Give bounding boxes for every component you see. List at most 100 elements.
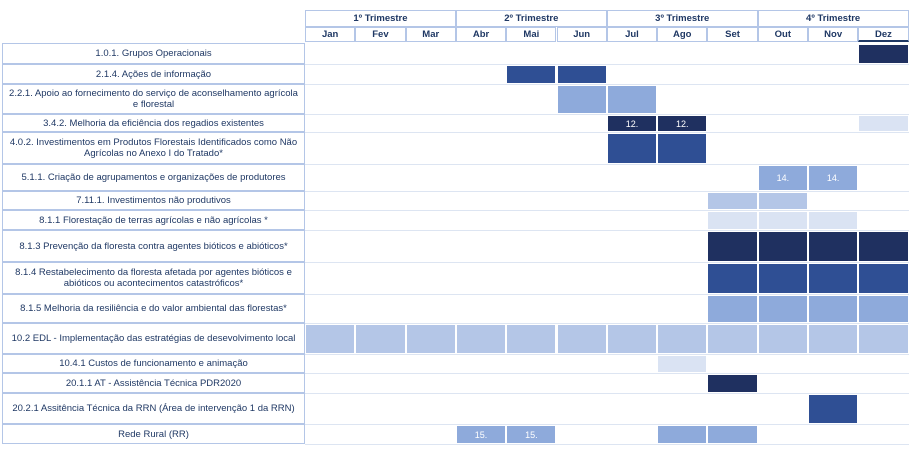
schedule-cell-note: 12.: [675, 118, 689, 129]
activity-label: 20.1.1 AT - Assistência Técnica PDR2020: [2, 373, 305, 393]
schedule-cell-note: 15.: [525, 429, 538, 440]
schedule-cell: [808, 211, 859, 230]
row-divider: [305, 262, 909, 263]
schedule-cell: 15.: [506, 425, 557, 444]
activity-label: 8.1.1 Florestação de terras agrícolas e …: [2, 210, 305, 230]
schedule-cell: [506, 324, 557, 354]
schedule-cell: [657, 355, 708, 373]
schedule-cell: [757, 192, 808, 210]
schedule-cell: [757, 263, 808, 294]
month-header: Out: [757, 27, 808, 42]
activity-label: 10.2 EDL - Implementação das estratégias…: [2, 323, 305, 354]
schedule-cell: [455, 324, 507, 354]
activity-label: 10.4.1 Custos de funcionamento e animaçã…: [2, 354, 305, 373]
schedule-cell: [556, 85, 607, 114]
schedule-cell: [858, 44, 909, 64]
schedule-cell: [606, 133, 658, 164]
schedule-cell: [858, 231, 909, 262]
schedule-cell: [858, 263, 909, 294]
schedule-cell: [707, 263, 758, 294]
schedule-cell: [808, 263, 859, 294]
schedule-cell: [707, 425, 758, 444]
schedule-cell: [808, 295, 859, 323]
quarter-header: 2º Trimestre: [455, 10, 607, 27]
schedule-cell: [858, 115, 909, 132]
schedule-cell: [808, 324, 859, 354]
activity-label: 5.1.1. Criação de agrupamentos e organiz…: [2, 164, 305, 191]
schedule-cell: [757, 295, 808, 323]
schedule-cell: [657, 425, 708, 444]
row-divider: [305, 424, 909, 425]
quarter-header: 1º Trimestre: [305, 10, 456, 27]
activity-label: 2.2.1. Apoio ao fornecimento do serviço …: [2, 84, 305, 114]
row-divider: [305, 132, 909, 133]
month-header: Nov: [808, 27, 859, 42]
row-divider: [305, 294, 909, 295]
schedule-cell: [858, 324, 909, 354]
row-divider: [305, 444, 909, 445]
schedule-cell: 12.: [657, 115, 708, 132]
row-divider: [305, 164, 909, 165]
quarter-header: 3º Trimestre: [606, 10, 758, 27]
activity-label: 1.0.1. Grupos Operacionais: [2, 43, 305, 64]
row-divider: [305, 354, 909, 355]
activity-label: 4.0.2. Investimentos em Produtos Florest…: [2, 132, 305, 164]
row-divider: [305, 230, 909, 231]
month-header: Jun: [556, 27, 607, 42]
month-header: Jul: [606, 27, 658, 42]
schedule-cell: [707, 324, 758, 354]
month-header: Fev: [355, 27, 406, 42]
schedule-cell: [355, 324, 406, 354]
schedule-cell: [707, 295, 758, 323]
row-divider: [305, 64, 909, 65]
schedule-cell: 15.: [455, 425, 507, 444]
activity-label: 20.2.1 Assitência Técnica da RRN (Área d…: [2, 393, 305, 424]
schedule-cell-note: 15.: [474, 429, 488, 440]
month-header: Dez: [858, 27, 909, 42]
row-divider: [305, 191, 909, 192]
activity-label: 3.4.2. Melhoria da eficiência dos regadi…: [2, 114, 305, 132]
schedule-cell: [858, 295, 909, 323]
schedule-cell: 12.: [606, 115, 658, 132]
month-header: Set: [707, 27, 758, 42]
schedule-cell: [556, 65, 607, 84]
schedule-cell: [405, 324, 456, 354]
schedule-cell: [305, 324, 356, 354]
schedule-cell: [757, 211, 808, 230]
month-header: Mai: [506, 27, 557, 42]
activity-label: 7.11.1. Investimentos não produtivos: [2, 191, 305, 210]
row-divider: [305, 373, 909, 374]
schedule-cell: [707, 231, 758, 262]
schedule-cell: [757, 324, 808, 354]
schedule-cell: 14.: [808, 165, 859, 191]
schedule-cell: [808, 231, 859, 262]
month-header: Mar: [405, 27, 456, 42]
row-divider: [305, 323, 909, 324]
schedule-cell: [606, 85, 658, 114]
schedule-cell: [556, 324, 607, 354]
schedule-cell: 14.: [757, 165, 808, 191]
row-divider: [305, 84, 909, 85]
schedule-cell: [808, 394, 859, 424]
schedule-cell: [506, 65, 557, 84]
schedule-cell: [707, 192, 758, 210]
schedule-cell: [606, 324, 658, 354]
schedule-cell: [657, 324, 708, 354]
quarter-header: 4º Trimestre: [757, 10, 909, 27]
activity-label: 2.1.4. Ações de informação: [2, 64, 305, 84]
schedule-cell-note: 14.: [826, 173, 840, 183]
activity-label: Rede Rural (RR): [2, 424, 305, 444]
schedule-cell: [757, 231, 808, 262]
row-divider: [305, 210, 909, 211]
activity-label: 8.1.5 Melhoria da resiliência e do valor…: [2, 294, 305, 323]
activity-label: 8.1.4 Restabelecimento da floresta afeta…: [2, 262, 305, 294]
row-divider: [305, 393, 909, 394]
schedule-cell-note: 12.: [625, 118, 639, 129]
schedule-cell: [707, 374, 758, 393]
row-divider: [305, 114, 909, 115]
month-header: Jan: [305, 27, 356, 42]
month-header: Ago: [657, 27, 708, 42]
schedule-cell: [707, 211, 758, 230]
month-header: Abr: [455, 27, 507, 42]
